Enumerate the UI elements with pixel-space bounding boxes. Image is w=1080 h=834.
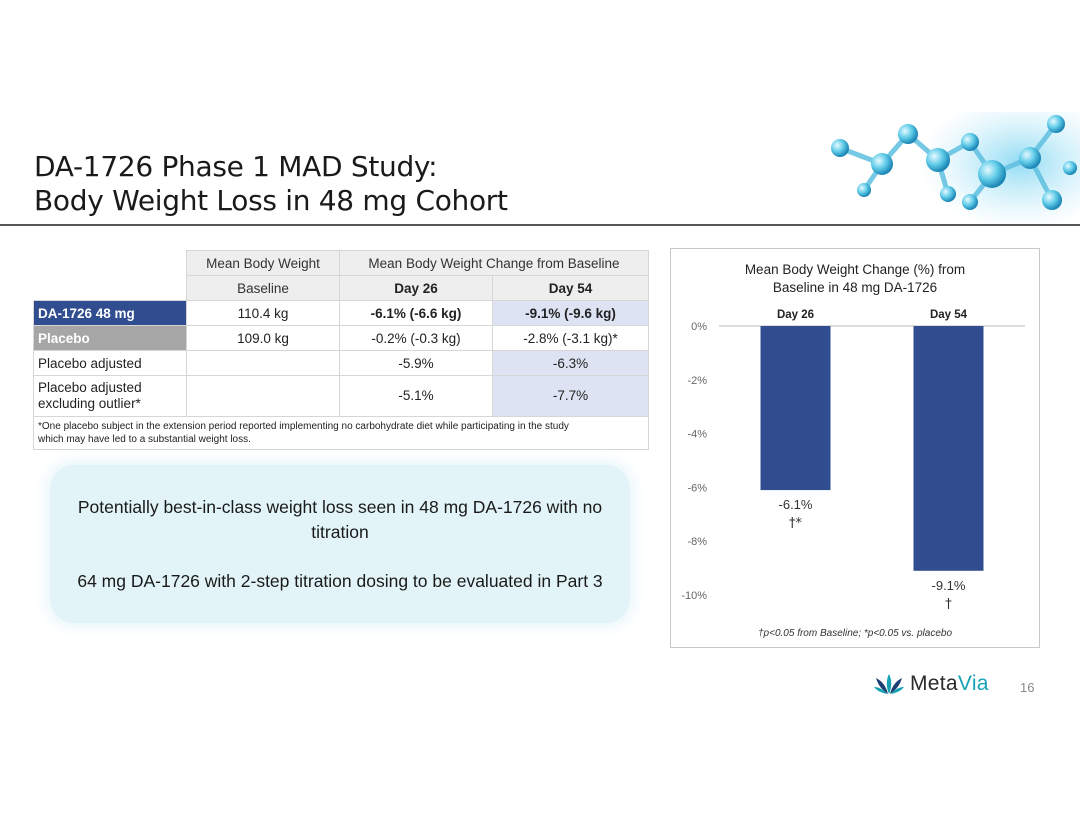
table-row: Placebo adjusted excluding outlier* -5.1… [33,375,649,417]
subheader-day54: Day 54 [492,275,649,301]
bar [760,326,831,491]
subheader-day26: Day 26 [339,275,493,301]
bar [913,326,984,571]
cell-day54: -2.8% (-3.1 kg)* [492,325,649,351]
table-footnote-row: *One placebo subject in the extension pe… [33,416,649,450]
cell-day26: -5.1% [339,375,493,417]
bar-chart-panel: Mean Body Weight Change (%) from Baselin… [670,248,1040,648]
table-subheader-row: Baseline Day 26 Day 54 [33,275,649,301]
slide-title-line1: DA-1726 Phase 1 MAD Study: [34,150,438,183]
row-label-drug: DA-1726 48 mg [33,300,187,326]
chart-title-line1: Mean Body Weight Change (%) from [744,262,966,277]
cell-day54: -7.7% [492,375,649,417]
metavia-logo: MetaVia [874,672,989,696]
value-label: -9.1% [932,578,966,593]
cell-baseline: 110.4 kg [186,300,340,326]
logo-brand-accent: Via [957,672,989,695]
title-divider [0,224,1080,226]
weight-change-table: Mean Body Weight Mean Body Weight Change… [33,250,649,450]
logo-brand: Meta [910,672,958,695]
y-tick-label: 0% [691,321,707,333]
value-label: -6.1% [779,497,813,512]
subheader-baseline: Baseline [186,275,340,301]
callout-line1: Potentially best-in-class weight loss se… [77,496,603,542]
significance-label: †* [789,516,803,531]
row-label-placebo-adjusted-excl-outlier: Placebo adjusted excluding outlier* [33,375,187,417]
footnote-line2: which may have led to a substantial weig… [38,434,251,445]
bar-chart: 0% -2% -4% -6% -8% -10% Day 26 -6.1% †* Day 54 -9.… [681,309,1025,639]
table-row: Placebo 109.0 kg -0.2% (-0.3 kg) -2.8% (… [33,325,649,351]
chart-footnote: †p<0.05 from Baseline; *p<0.05 vs. place… [758,628,952,639]
cell-day26: -5.9% [339,350,493,376]
table-row: Placebo adjusted -5.9% -6.3% [33,350,649,376]
y-tick-label: -2% [687,375,707,387]
chart-title: Mean Body Weight Change (%) from Baselin… [671,261,1039,297]
table-corner-blank [33,250,187,276]
y-tick-label: -4% [687,429,707,441]
row-label-placebo-adjusted: Placebo adjusted [33,350,187,376]
cell-day54: -9.1% (-9.6 kg) [492,300,649,326]
slide-title-line2: Body Weight Loss in 48 mg Cohort [34,184,508,217]
slide-title: DA-1726 Phase 1 MAD Study: Body Weight L… [34,150,508,218]
chart-title-line2: Baseline in 48 mg DA-1726 [772,280,938,295]
category-label: Day 26 [777,309,814,321]
table-header-row: Mean Body Weight Mean Body Weight Change… [33,250,649,276]
y-tick-label: -8% [687,536,707,548]
key-message-callout: Potentially best-in-class weight loss se… [50,465,630,623]
page-number: 16 [1020,680,1035,695]
y-tick-label: -6% [687,482,707,494]
molecule-graphic [831,112,1080,224]
cell-baseline [186,375,340,417]
y-tick-label: -10% [681,590,707,602]
category-label: Day 54 [930,309,968,321]
leaf-logo-icon [874,674,904,694]
significance-label: † [945,597,952,612]
cell-baseline [186,350,340,376]
callout-line2: 64 mg DA-1726 with 2-step titration dosi… [77,570,603,591]
cell-day26: -6.1% (-6.6 kg) [339,300,493,326]
table-corner-blank [33,275,187,301]
table-footnote: *One placebo subject in the extension pe… [33,416,649,450]
footnote-line1: *One placebo subject in the extension pe… [38,421,569,432]
row-label-line2: excluding outlier* [38,396,141,411]
row-label-line1: Placebo adjusted [38,380,142,395]
cell-day26: -0.2% (-0.3 kg) [339,325,493,351]
cell-baseline: 109.0 kg [186,325,340,351]
row-label-placebo: Placebo [33,325,187,351]
cell-day54: -6.3% [492,350,649,376]
header-change-from-baseline: Mean Body Weight Change from Baseline [339,250,649,276]
header-mean-body-weight: Mean Body Weight [186,250,340,276]
logo-text: MetaVia [910,672,989,696]
table-row: DA-1726 48 mg 110.4 kg -6.1% (-6.6 kg) -… [33,300,649,326]
